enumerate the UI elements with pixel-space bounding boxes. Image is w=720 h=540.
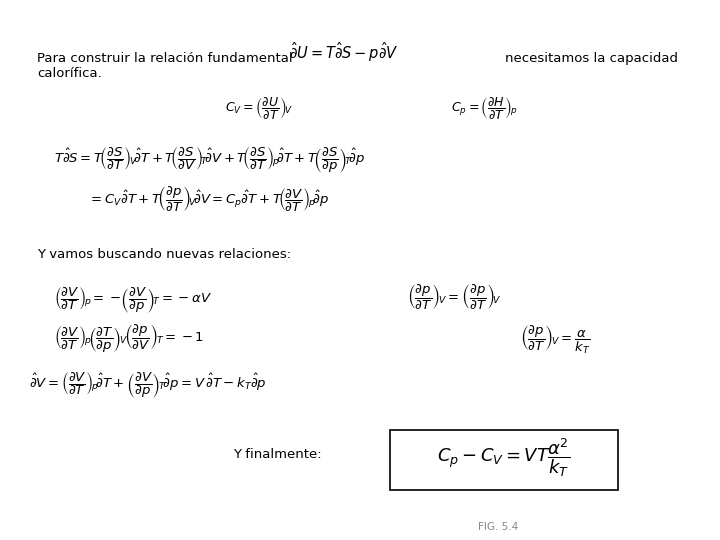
Text: $C_V=\left(\dfrac{\partial U}{\partial T}\right)_{\!V}$: $C_V=\left(\dfrac{\partial U}{\partial T… <box>225 96 294 122</box>
Text: $\left(\dfrac{\partial p}{\partial T}\right)_{\!V} = \dfrac{\alpha}{k_T}$: $\left(\dfrac{\partial p}{\partial T}\ri… <box>520 323 590 355</box>
Text: $T\hat{\partial}S= T\!\left(\dfrac{\partial S}{\partial T}\right)_{\!V}\!\hat{\p: $T\hat{\partial}S= T\!\left(\dfrac{\part… <box>54 145 365 176</box>
Text: $C_p=\left(\dfrac{\partial H}{\partial T}\right)_{\!p}$: $C_p=\left(\dfrac{\partial H}{\partial T… <box>451 96 518 122</box>
Text: $\left(\dfrac{\partial V}{\partial T}\right)_{\!p}= -\!\left(\dfrac{\partial V}{: $\left(\dfrac{\partial V}{\partial T}\ri… <box>54 286 212 315</box>
Text: $\hat{\partial}U = T\hat{\partial}S - p\hat{\partial}V$: $\hat{\partial}U = T\hat{\partial}S - p\… <box>289 41 399 64</box>
Text: FIG. 5.4: FIG. 5.4 <box>478 522 518 532</box>
Text: $\left(\dfrac{\partial p}{\partial T}\right)_{\!V}= \left(\dfrac{\partial p}{\pa: $\left(\dfrac{\partial p}{\partial T}\ri… <box>407 284 501 313</box>
Text: Y vamos buscando nuevas relaciones:: Y vamos buscando nuevas relaciones: <box>37 248 292 261</box>
Text: $C_p - C_V = VT\dfrac{\alpha^2}{k_T}$: $C_p - C_V = VT\dfrac{\alpha^2}{k_T}$ <box>437 437 571 480</box>
Text: $\hat{\partial}V = \left(\dfrac{\partial V}{\partial T}\right)_{\!p}\!\hat{\part: $\hat{\partial}V = \left(\dfrac{\partial… <box>30 370 267 401</box>
Text: Y finalmente:: Y finalmente: <box>233 448 322 461</box>
Text: necesitamos la capacidad: necesitamos la capacidad <box>505 52 678 65</box>
Text: $= C_V\hat{\partial}T + T\!\left(\dfrac{\partial p}{\partial T}\right)_{\!V}\!\h: $= C_V\hat{\partial}T + T\!\left(\dfrac{… <box>89 185 329 214</box>
Text: Para construir la relación fundamental: Para construir la relación fundamental <box>37 52 293 65</box>
FancyBboxPatch shape <box>390 430 618 490</box>
Text: $\left(\dfrac{\partial V}{\partial T}\right)_{\!p}\!\left(\dfrac{\partial T}{\pa: $\left(\dfrac{\partial V}{\partial T}\ri… <box>54 323 204 355</box>
Text: calorífica.: calorífica. <box>37 67 102 80</box>
